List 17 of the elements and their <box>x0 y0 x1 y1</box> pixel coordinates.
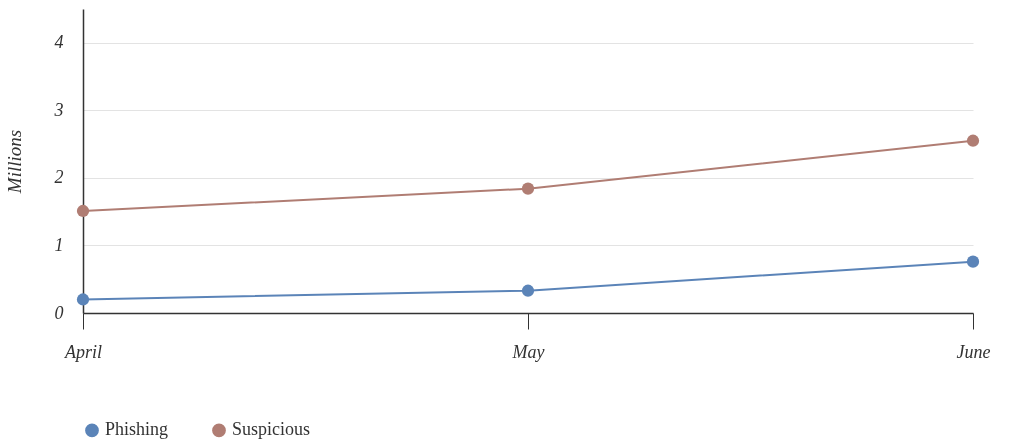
y-tick-label: 0 <box>54 302 64 323</box>
legend-label: Suspicious <box>232 419 311 440</box>
y-axis-title: Millions <box>3 129 25 195</box>
y-tick-label: 1 <box>54 234 64 255</box>
x-tick-label: April <box>63 341 103 362</box>
y-tick-label: 2 <box>54 167 64 188</box>
x-tick-label: June <box>956 341 991 362</box>
point <box>521 182 535 195</box>
point <box>966 134 980 147</box>
legend-label: Phishing <box>105 419 169 440</box>
y-tick-label: 3 <box>53 99 64 120</box>
point <box>76 293 90 306</box>
point <box>76 204 90 218</box>
y-tick-label: 4 <box>54 32 64 53</box>
point <box>521 284 535 297</box>
x-tick-label: May <box>511 341 545 362</box>
point <box>966 255 980 268</box>
